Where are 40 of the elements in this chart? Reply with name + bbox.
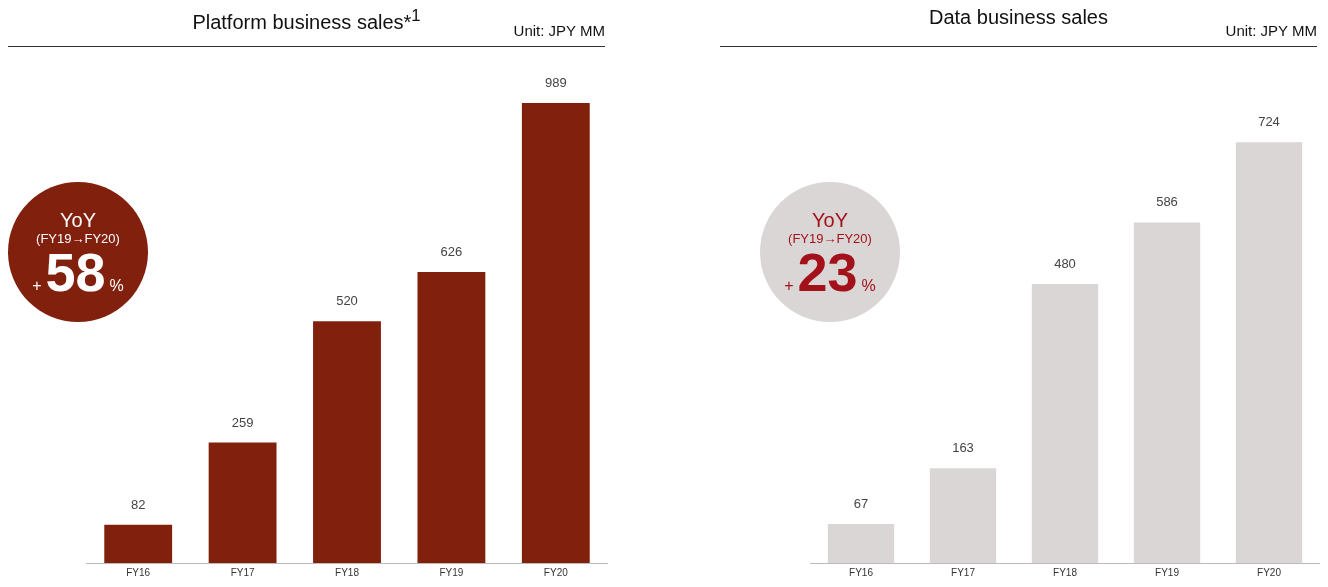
data-label: 480: [1054, 256, 1076, 272]
chart-subtitle: Unit: JPY MM: [513, 22, 605, 39]
annotation: %: [861, 277, 876, 294]
bar: [313, 321, 381, 563]
bar: [1133, 222, 1201, 563]
bar: [929, 468, 997, 563]
bar: [827, 524, 895, 563]
text: +: [32, 277, 42, 294]
bar: [521, 103, 590, 563]
x-tick-label: FY17: [951, 566, 976, 578]
data-label: 586: [1156, 194, 1178, 210]
chart-title: Platform business sales*$^{1}$: [192, 6, 421, 33]
x-tick-label: FY20: [1257, 566, 1282, 578]
x-tick-label: FY20: [543, 566, 569, 578]
data-label: 259: [231, 414, 254, 430]
x-tick-label: FY17: [230, 566, 255, 578]
annotation: YoY: [811, 209, 849, 231]
data-label: 67: [853, 496, 869, 512]
annotation: %: [109, 277, 124, 294]
text: +: [784, 277, 794, 294]
annotation: YoY: [59, 209, 97, 231]
data-label: 82: [130, 496, 146, 512]
bar: [1235, 142, 1303, 563]
data-label: 989: [544, 75, 567, 91]
data-label: 520: [336, 293, 358, 309]
data-label: 626: [440, 243, 463, 259]
chart-subtitle: Unit: JPY MM: [1225, 22, 1317, 39]
bar: [208, 442, 277, 563]
x-tick-label: FY18: [1053, 566, 1078, 578]
x-tick-label: FY19: [1155, 566, 1180, 578]
bar: [1031, 284, 1099, 563]
data-label: 163: [952, 440, 974, 456]
x-tick-label: FY19: [439, 566, 464, 578]
bar: [104, 524, 173, 563]
x-tick-label: FY18: [335, 566, 360, 578]
x-tick-label: FY16: [126, 566, 151, 578]
bar: [417, 271, 486, 563]
data-label: 724: [1258, 114, 1280, 130]
x-tick-label: FY16: [849, 566, 874, 578]
chart-title: Data business sales: [929, 6, 1108, 28]
